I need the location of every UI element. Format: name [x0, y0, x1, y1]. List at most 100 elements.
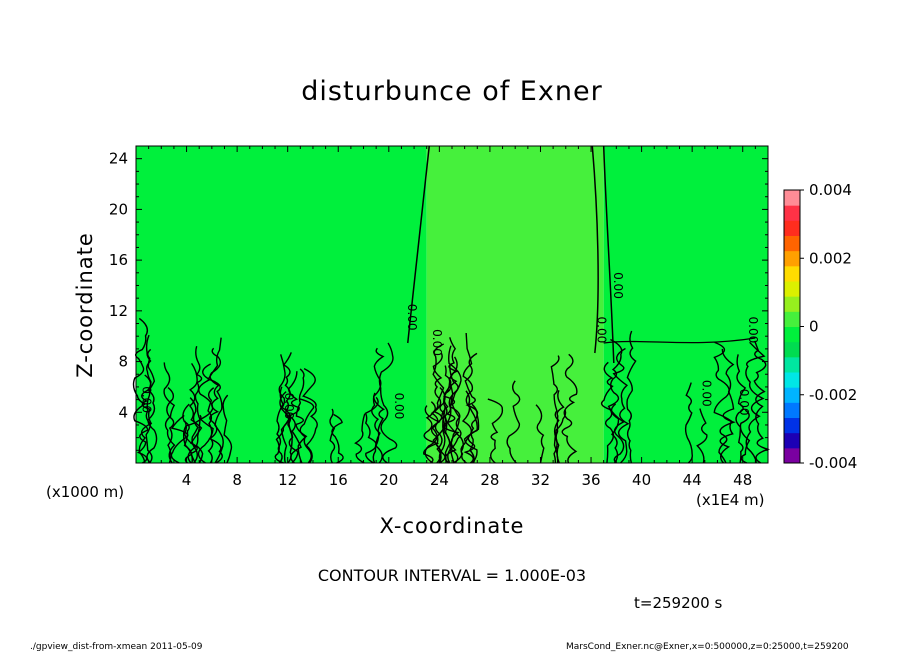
- contour-label: 0.00: [392, 393, 406, 420]
- x-tick-label: 16: [329, 471, 348, 489]
- contour-line: [282, 352, 293, 464]
- contour-label: 0.00: [405, 304, 419, 331]
- y-tick-label: 8: [118, 353, 128, 371]
- contour-line: [372, 347, 386, 464]
- contour-label: 0.00: [737, 389, 751, 416]
- colorbar-tick-label: -0.002: [809, 386, 857, 404]
- colorbar-swatch: [784, 281, 800, 297]
- colorbar-swatch: [784, 341, 800, 358]
- contour-line: [182, 403, 193, 464]
- x-axis-unit-right: (x1E4 m): [696, 491, 765, 509]
- colorbar-swatch: [784, 417, 800, 434]
- contour-line: [591, 145, 599, 354]
- contour-line: [189, 397, 199, 464]
- time-label: t=259200 s: [634, 594, 723, 612]
- contour-line: [553, 409, 567, 464]
- contour-label: 0.00: [282, 393, 296, 420]
- field-region-1: [136, 146, 427, 463]
- contour-labels: 0.00 0.00 0.00 0.00 0.00 0.00 0.00 0.00 0.00 0.00: [139, 272, 760, 419]
- contour-line: [298, 398, 315, 464]
- colorbar-swatch: [784, 326, 800, 343]
- y-tick-label: 4: [118, 403, 128, 421]
- contour-line: [432, 343, 445, 464]
- footer-left: ./gpview_dist-from-xmean 2011-05-09: [30, 642, 203, 652]
- contour-line: [183, 420, 198, 464]
- contour-line: [739, 409, 751, 464]
- contour-line: [295, 368, 308, 464]
- contour-line: [407, 145, 430, 344]
- contour-line: [463, 352, 480, 464]
- contour-line: [331, 413, 344, 464]
- x-tick-label: 8: [232, 471, 242, 489]
- contour-line: [364, 396, 379, 464]
- contour-line: [535, 404, 545, 464]
- contour-line: [371, 392, 381, 464]
- contour-label: 0.00: [611, 272, 625, 299]
- contour-line: [735, 354, 747, 464]
- y-axis-label: Z-coordinate: [73, 232, 97, 378]
- contour-line: [432, 387, 447, 464]
- contour-line: [163, 362, 176, 464]
- colorbar-swatch: [784, 432, 800, 449]
- contour-line: [276, 386, 284, 464]
- contour-line: [132, 317, 149, 464]
- colorbar-swatch: [784, 387, 800, 403]
- contour-line: [208, 347, 223, 464]
- colorbar-tick-label: 0.004: [809, 181, 852, 199]
- contour-line: [713, 341, 734, 464]
- contour-line: [164, 387, 176, 464]
- colorbar-swatch: [784, 447, 800, 464]
- contour-line: [170, 414, 189, 464]
- contour-line: [329, 408, 336, 464]
- x-tick-label: 28: [480, 471, 499, 489]
- contour-line: [487, 398, 504, 464]
- contour-label: 0.00: [594, 317, 608, 344]
- colorbar-swatch: [784, 296, 800, 312]
- x-tick-label: 24: [430, 471, 449, 489]
- plot-area: [136, 146, 768, 463]
- y-tick-label: 16: [109, 251, 128, 269]
- contour-line: [600, 361, 615, 464]
- chart-title: disturbunce of Exner: [301, 76, 603, 107]
- x-tick-label: 36: [581, 471, 600, 489]
- colorbar-swatch: [784, 265, 800, 282]
- contour-label: 0.00: [430, 329, 444, 356]
- contour-label: 0.00: [699, 380, 713, 407]
- contour-line: [423, 401, 440, 464]
- colorbar: 0.004 0.002 0 -0.002 -0.004: [783, 181, 857, 472]
- contour-line: [696, 408, 708, 464]
- contour-line: [138, 374, 153, 464]
- contour-line: [378, 342, 398, 464]
- x-axis-label: X-coordinate: [379, 514, 525, 538]
- colorbar-tick-label: -0.004: [809, 454, 857, 472]
- x-tick-label: 20: [379, 471, 398, 489]
- contour-line: [718, 348, 736, 464]
- contour-label: 0.00: [139, 386, 153, 413]
- colorbar-swatch: [784, 235, 800, 252]
- contour-line: [207, 337, 224, 464]
- colorbar-swatch: [784, 220, 800, 236]
- y-tick-label: 24: [109, 150, 128, 168]
- contour-label: 0.00: [746, 317, 760, 344]
- contour-line: [222, 394, 233, 464]
- x-tick-label: 4: [182, 471, 192, 489]
- contour-line: [188, 362, 203, 464]
- contour-line: [506, 380, 521, 464]
- contour-line: [194, 346, 204, 464]
- footer-right: MarsCond_Exner.nc@Exner,x=0:500000,z=0:2…: [566, 642, 849, 652]
- contour-interval-label: CONTOUR INTERVAL = 1.000E-03: [317, 566, 587, 585]
- colorbar-swatch: [784, 402, 800, 418]
- colorbar-tick-label: 0.002: [809, 249, 852, 267]
- colorbar-swatch: [784, 205, 800, 221]
- contour-line: [610, 403, 620, 464]
- x-axis-unit-left: (x1000 m): [46, 483, 125, 501]
- contour-lines: [132, 145, 771, 464]
- y-tick-label: 20: [109, 200, 128, 218]
- y-tick-label: 12: [109, 302, 128, 320]
- colorbar-swatch: [784, 356, 800, 373]
- contour-line: [145, 334, 153, 464]
- x-tick-label: 48: [733, 471, 752, 489]
- contour-line: [626, 330, 637, 464]
- colorbar-tick-label: 0: [809, 318, 819, 336]
